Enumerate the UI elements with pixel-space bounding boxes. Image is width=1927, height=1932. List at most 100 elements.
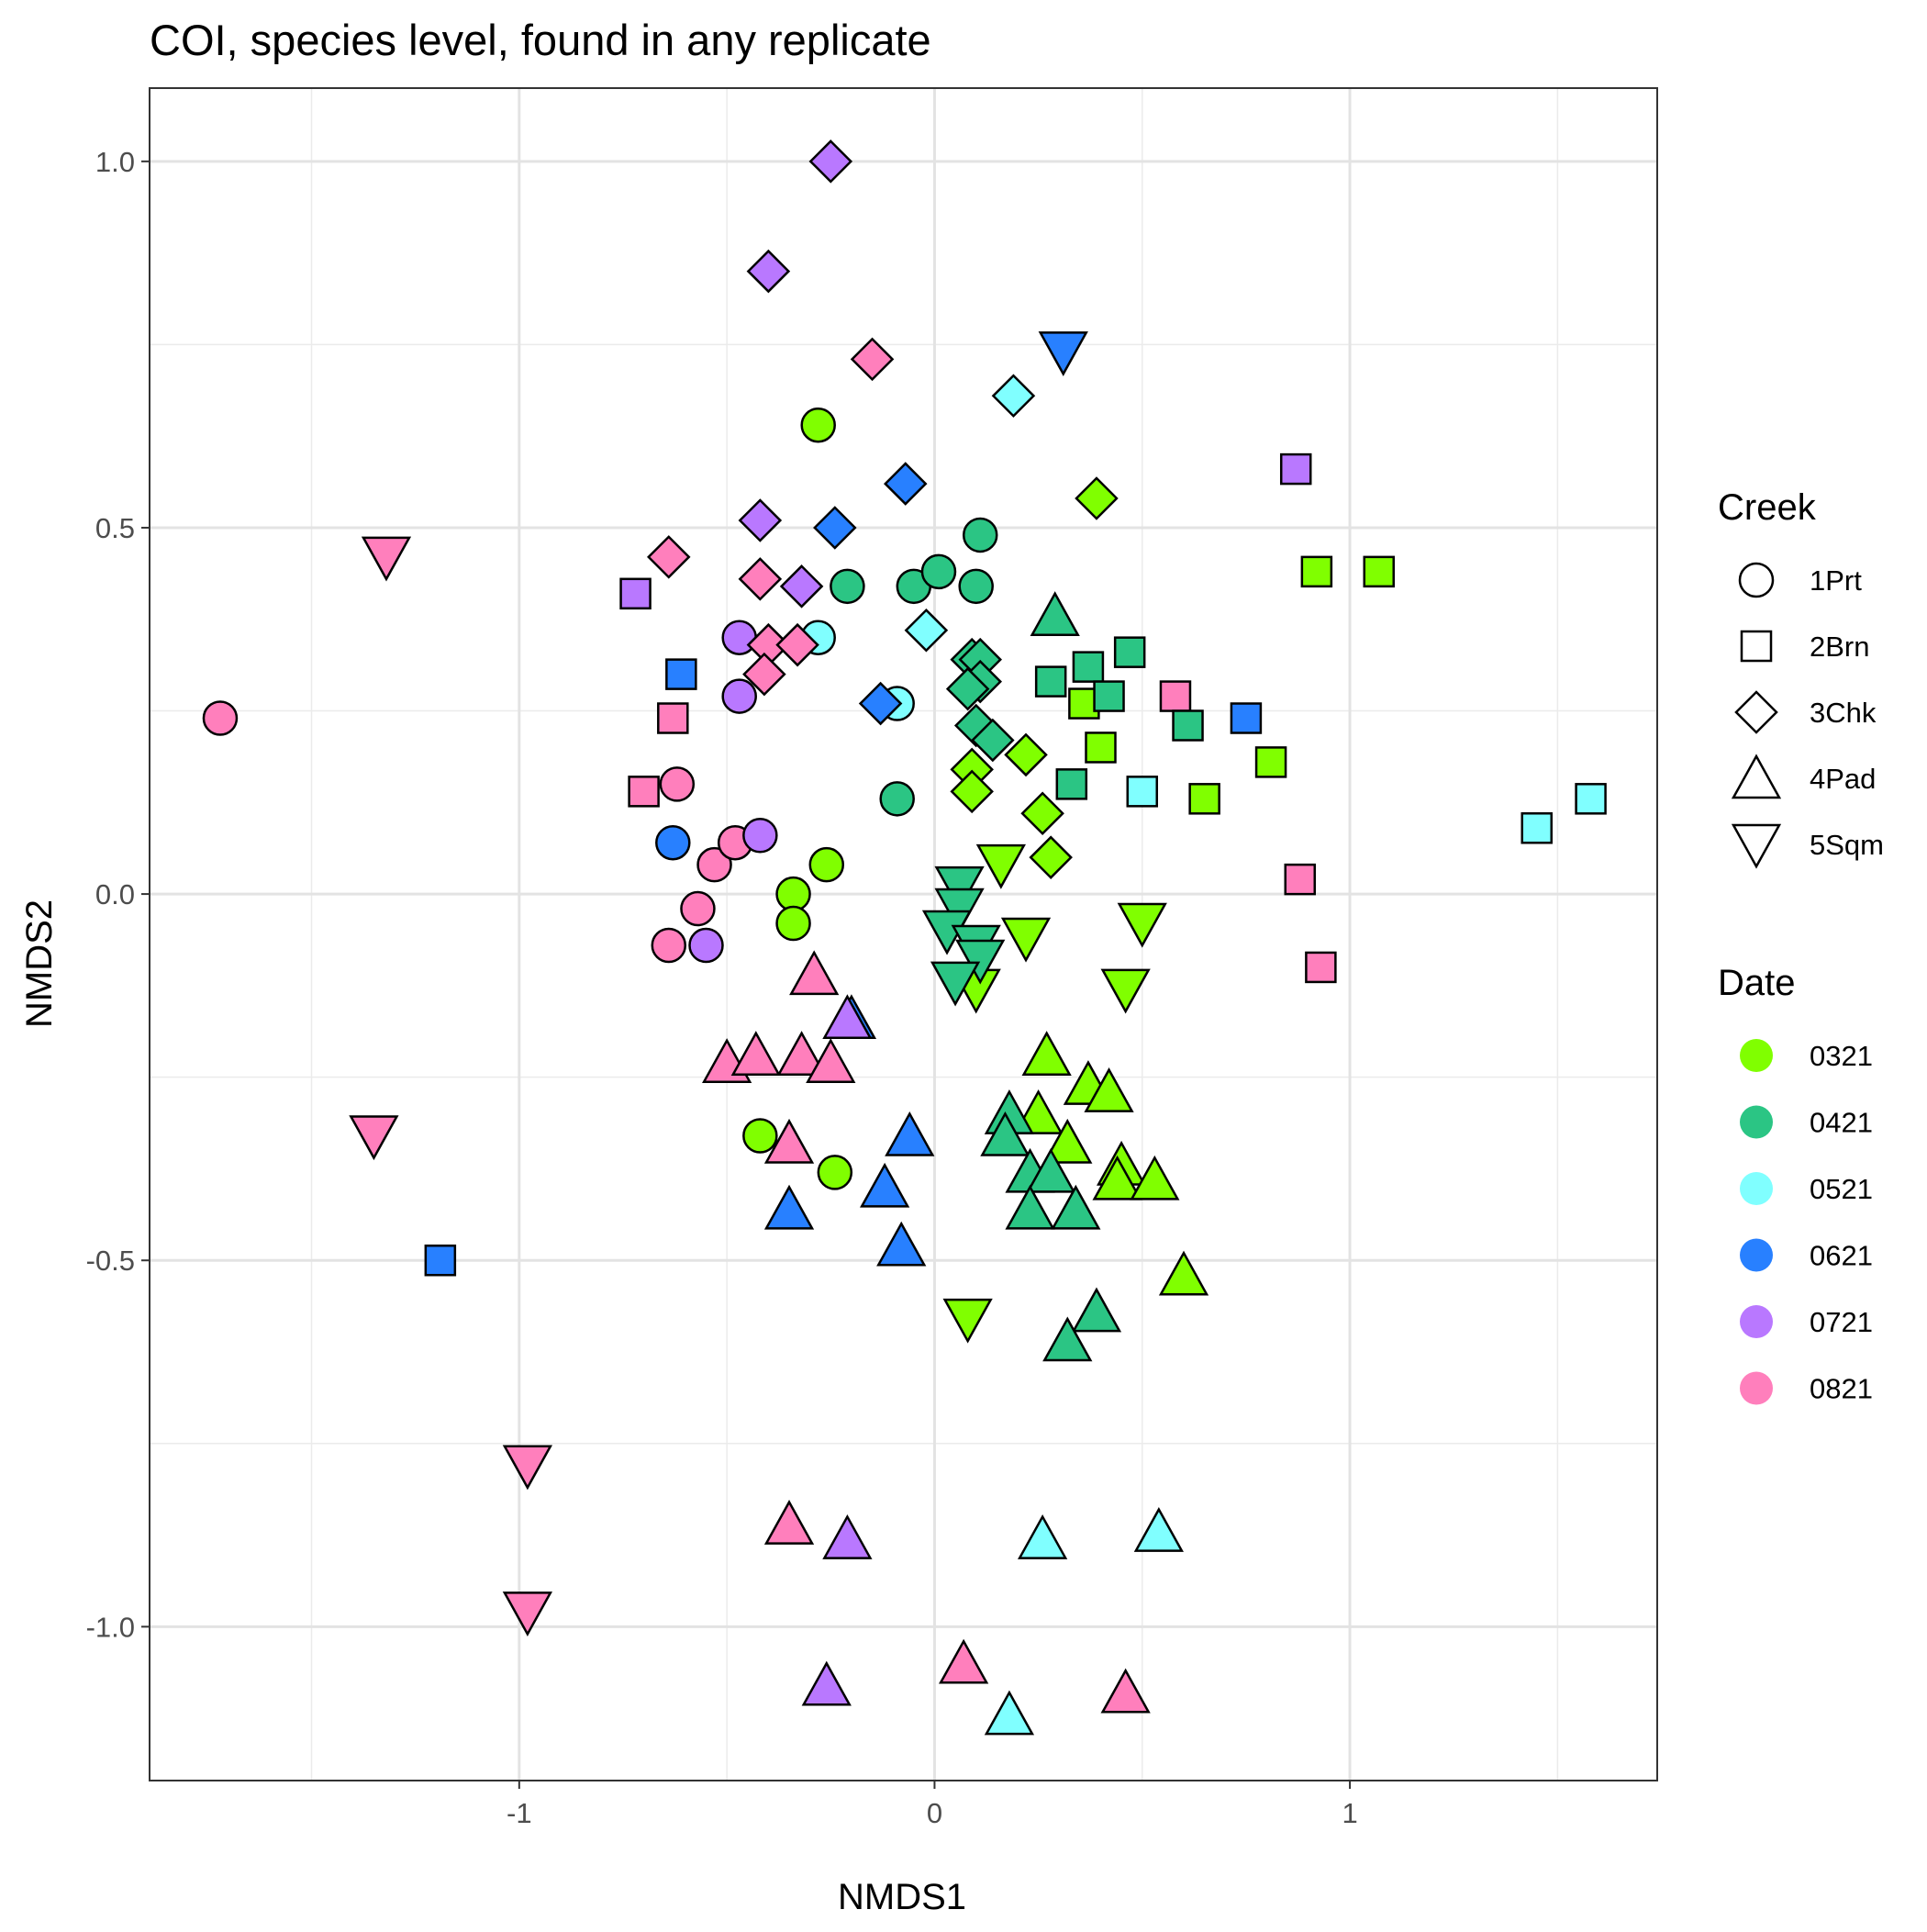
x-tick-label: -1 [507, 1797, 532, 1829]
data-point-1prt-0321 [800, 407, 836, 443]
data-point-4pad-0421 [1071, 1287, 1122, 1333]
data-point-4pad-0321 [1158, 1250, 1209, 1296]
data-point-3chk-0321 [1020, 791, 1064, 836]
data-point-3chk-0621 [813, 506, 857, 550]
y-tick-label: 0.5 [95, 512, 135, 544]
data-point-4pad-0321 [1084, 1067, 1134, 1112]
points-layer [202, 140, 1607, 1736]
data-point-1prt-0821 [680, 890, 716, 927]
data-point-2brn-0821 [628, 776, 660, 808]
legend-swatch-0321 [1740, 1039, 1773, 1072]
legend-label-1prt: 1Prt [1810, 564, 1862, 597]
data-point-1prt-0321 [775, 876, 811, 912]
data-point-1prt-0821 [659, 766, 696, 802]
data-point-1prt-0721 [721, 678, 757, 714]
data-point-5sqm-0321 [942, 1298, 993, 1344]
data-point-3chk-0321 [950, 769, 994, 814]
data-point-1prt-0421 [830, 568, 865, 605]
data-point-4pad-0821 [763, 1500, 815, 1545]
data-point-2brn-0321 [1363, 555, 1395, 588]
legend-label-5sqm: 5Sqm [1810, 829, 1884, 861]
data-point-4pad-0821 [776, 1031, 827, 1076]
data-point-3chk-0521 [904, 608, 949, 653]
legend-swatch-0421 [1740, 1105, 1773, 1139]
data-point-2brn-0421 [1172, 709, 1204, 742]
data-point-4pad-0621 [876, 1221, 927, 1267]
legend-shape-triangle-up [1731, 754, 1782, 799]
legend-label-4pad: 4Pad [1810, 763, 1876, 795]
data-point-4pad-0421 [1051, 1184, 1101, 1230]
legend-label-0421: 0421 [1810, 1107, 1873, 1139]
legend-label-3chk: 3Chk [1810, 697, 1877, 729]
data-point-2brn-0521 [1520, 812, 1553, 844]
legend-key-3chk [1734, 690, 1778, 734]
data-point-5sqm-0421 [934, 888, 985, 933]
data-point-3chk-0621 [883, 462, 928, 506]
legend-label-0821: 0821 [1810, 1373, 1873, 1405]
data-point-1prt-0621 [655, 824, 691, 861]
data-point-4pad-0321 [1130, 1155, 1180, 1201]
data-point-1prt-0421 [962, 517, 998, 553]
data-point-2brn-0621 [424, 1244, 457, 1277]
data-point-1prt-0821 [696, 846, 732, 883]
data-point-3chk-0821 [850, 337, 895, 382]
legend-title-creek: Creek [1718, 487, 1817, 528]
data-point-2brn-0521 [1575, 783, 1607, 815]
data-point-4pad-0721 [822, 1513, 873, 1559]
grid-layer [150, 88, 1657, 1781]
data-point-3chk-0821 [775, 622, 819, 667]
data-point-3chk-0321 [1004, 732, 1048, 777]
legend-swatch-0621 [1740, 1238, 1773, 1272]
data-point-3chk-0821 [738, 557, 783, 601]
data-point-1prt-0321 [817, 1155, 853, 1190]
y-tick-label: -0.5 [86, 1245, 135, 1277]
data-point-5sqm-0821 [349, 1115, 399, 1161]
axis-layer: -1 0 1 -1.0 -0.5 0.0 0.5 1.0 [86, 146, 1358, 1829]
data-point-1prt-0821 [651, 927, 687, 964]
data-point-1prt-0321 [775, 905, 811, 942]
data-point-2brn-0621 [665, 658, 697, 690]
data-point-2brn-0621 [1230, 702, 1263, 734]
data-point-3chk-0321 [1075, 476, 1119, 520]
data-point-4pad-0621 [860, 1162, 910, 1208]
data-point-3chk-0421 [971, 718, 1015, 763]
data-point-3chk-0321 [1029, 835, 1073, 879]
data-point-1prt-0421 [920, 553, 957, 590]
data-point-4pad-0421 [1026, 1147, 1076, 1193]
data-point-4pad-0321 [1092, 1155, 1142, 1201]
data-point-4pad-0421 [980, 1111, 1030, 1156]
legend-title-date: Date [1718, 963, 1796, 1003]
data-point-2brn-0821 [657, 702, 689, 734]
data-point-2brn-0821 [1284, 863, 1316, 896]
legend-label-0321: 0321 [1810, 1040, 1873, 1072]
data-point-1prt-0721 [688, 927, 724, 964]
data-point-5sqm-0421 [955, 939, 1006, 985]
legend-swatch-0521 [1740, 1172, 1773, 1205]
data-point-4pad-0421 [1030, 591, 1080, 637]
data-point-5sqm-0421 [934, 865, 985, 911]
data-point-5sqm-0321 [1117, 902, 1167, 948]
data-point-3chk-0721 [779, 564, 824, 609]
data-point-2brn-0421 [1093, 680, 1125, 712]
panel-border [149, 87, 1658, 1781]
data-point-2brn-0321 [1188, 783, 1220, 815]
y-tick-label: 0.0 [95, 878, 135, 910]
data-point-2brn-0421 [1113, 636, 1146, 668]
legend-label-0621: 0621 [1810, 1240, 1873, 1272]
legend-swatch-0821 [1740, 1371, 1773, 1405]
data-point-2brn-0521 [1126, 776, 1159, 808]
data-point-2brn-0321 [1300, 555, 1333, 588]
data-point-2brn-0721 [1279, 452, 1312, 486]
data-point-3chk-0621 [858, 681, 903, 726]
data-point-3chk-0821 [742, 652, 786, 697]
data-point-3chk-0521 [991, 374, 1036, 419]
data-point-4pad-0421 [1042, 1316, 1093, 1362]
legend-label-0721: 0721 [1810, 1306, 1873, 1338]
data-point-4pad-0821 [939, 1638, 989, 1684]
y-tick-label: -1.0 [86, 1611, 135, 1643]
data-point-2brn-0321 [1254, 746, 1287, 778]
data-point-4pad-0721 [801, 1660, 852, 1706]
legend-layer: Creek 1Prt 2Brn 3Chk 4Pad 5Sqm Date 0321 0421 052… [1718, 487, 1884, 1405]
data-point-2brn-0421 [1034, 665, 1067, 698]
